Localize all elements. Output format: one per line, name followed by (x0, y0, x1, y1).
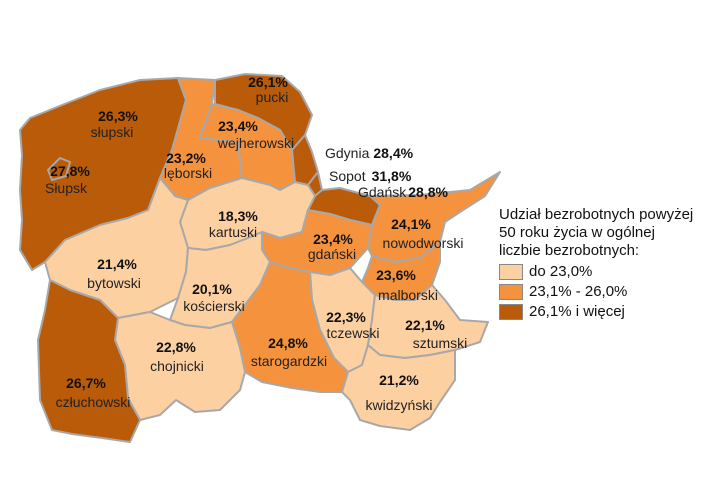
region-value-gdanski: 23,4% (313, 231, 353, 247)
region-value-slupski: 26,3% (98, 108, 138, 124)
region-czluchowski (37, 279, 141, 443)
region-name-starogardzki: starogardzki (251, 353, 327, 369)
label-gdansk: Gdańsk 28,8% (358, 184, 448, 200)
label-gdynia: Gdynia 28,4% (325, 145, 414, 161)
legend: Udział bezrobotnych powyżej 50 roku życi… (499, 206, 699, 322)
region-value-czluchowski: 26,7% (66, 375, 106, 391)
region-name-slupski: słupski (91, 124, 134, 140)
region-name-kartuski: kartuski (209, 224, 257, 240)
region-value-bytowski: 21,4% (97, 256, 137, 272)
region-value-nowodworski: 24,1% (391, 216, 431, 232)
legend-item-low: do 23,0% (499, 262, 699, 282)
legend-item-mid: 23,1% - 26,0% (499, 282, 699, 302)
region-name-leborski: lęborski (164, 165, 212, 181)
region-name-sopot: Sopot (329, 168, 366, 184)
region-value-wejherowski: 23,4% (218, 118, 258, 134)
legend-item-high: 26,1% i więcej (499, 302, 699, 322)
region-name-chojnicki: chojnicki (150, 358, 204, 374)
label-sopot: Sopot 31,8% (329, 168, 412, 184)
legend-swatch-high (499, 304, 523, 320)
region-value-kwidzynski: 21,2% (379, 372, 419, 388)
region-value-koscierski: 20,1% (192, 281, 232, 297)
region-value-kartuski: 18,3% (218, 208, 258, 224)
region-value-malborski: 23,6% (376, 267, 416, 283)
region-value-chojnicki: 22,8% (156, 339, 196, 355)
region-slupsk-city (47, 157, 71, 181)
region-name-wejherowski: wejherowski (217, 135, 294, 151)
legend-swatch-low (499, 264, 523, 280)
region-value-tczewski: 22,3% (326, 309, 366, 325)
legend-swatch-mid (499, 284, 523, 300)
region-name-sztumski: sztumski (413, 335, 467, 351)
region-value-starogardzki: 24,8% (268, 335, 308, 351)
region-starogardzki (231, 261, 349, 393)
region-value-gdynia: 28,4% (373, 145, 413, 161)
region-value-sztumski: 22,1% (405, 317, 445, 333)
region-name-pucki: pucki (256, 89, 289, 105)
region-kwidzynski (341, 344, 456, 431)
region-name-koscierski: kościerski (183, 298, 244, 314)
legend-label-high: 26,1% i więcej (529, 303, 625, 320)
region-name-tczewski: tczewski (327, 325, 380, 341)
legend-label-low: do 23,0% (529, 263, 593, 280)
legend-title: Udział bezrobotnych powyżej 50 roku życi… (499, 206, 694, 259)
region-name-nowodworski: nowodworski (383, 235, 464, 251)
region-name-kwidzynski: kwidzyński (366, 397, 433, 413)
region-value-slupsk-city: 27,8% (50, 163, 90, 179)
region-name-slupsk-city: Słupsk (45, 180, 88, 196)
region-name-czluchowski: człuchowski (56, 394, 131, 410)
legend-label-mid: 23,1% - 26,0% (529, 283, 628, 300)
region-name-malborski: malborski (378, 287, 438, 303)
region-value-sopot: 31,8% (372, 168, 412, 184)
region-value-leborski: 23,2% (166, 150, 206, 166)
region-name-bytowski: bytowski (87, 275, 141, 291)
region-name-gdanski: gdański (308, 246, 356, 262)
region-name-gdynia: Gdynia (325, 145, 370, 161)
region-value-pucki: 26,1% (248, 74, 288, 90)
region-name-gdansk: Gdańsk (358, 184, 407, 200)
region-value-gdansk: 28,8% (408, 184, 448, 200)
